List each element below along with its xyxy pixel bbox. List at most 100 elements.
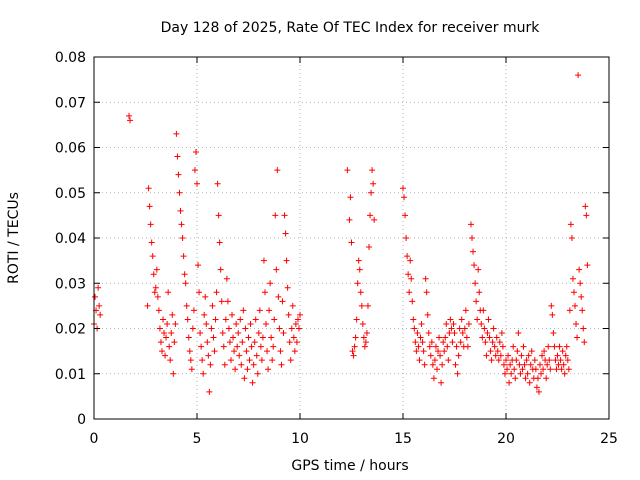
data-point [195, 262, 202, 269]
y-tick-label: 0.01 [55, 367, 86, 383]
x-tick-label: 15 [394, 431, 412, 447]
data-point [289, 302, 296, 309]
data-point [490, 325, 497, 332]
grid-lines [94, 57, 609, 419]
x-tick-label: 10 [291, 431, 309, 447]
data-point [577, 280, 584, 287]
data-point [569, 275, 576, 282]
data-point [257, 343, 264, 350]
data-point [516, 361, 523, 368]
data-point [479, 334, 486, 341]
data-point [247, 320, 254, 327]
data-point [446, 330, 453, 337]
data-point [183, 302, 190, 309]
data-point [503, 357, 509, 364]
data-point [413, 348, 420, 355]
y-tick-label: 0.03 [55, 276, 86, 292]
data-point [172, 320, 179, 327]
data-point [215, 212, 222, 219]
data-point [414, 330, 421, 337]
data-point [424, 311, 431, 318]
data-point [163, 334, 170, 341]
data-point [288, 325, 295, 332]
data-point [496, 339, 503, 346]
x-tick-label: 25 [600, 431, 618, 447]
data-point [256, 307, 263, 314]
data-point [350, 352, 357, 359]
data-point [518, 352, 525, 359]
data-point [95, 284, 102, 291]
data-point [174, 153, 181, 160]
data-point [152, 284, 159, 291]
data-point [248, 343, 255, 350]
data-point [465, 320, 472, 327]
y-axis-title: ROTI / TECUs [6, 192, 22, 284]
data-point [234, 343, 241, 350]
x-tick-label: 0 [90, 431, 99, 447]
data-point [245, 334, 252, 341]
data-point [526, 379, 533, 386]
data-point [493, 334, 500, 341]
data-point [165, 289, 172, 296]
data-point [97, 311, 104, 318]
data-point [155, 307, 162, 314]
data-point [552, 357, 559, 364]
data-point [191, 167, 198, 174]
data-point [511, 366, 518, 373]
y-tick-label: 0.08 [55, 50, 86, 66]
data-point [149, 253, 156, 260]
data-point [563, 343, 570, 350]
data-point [362, 339, 369, 346]
data-point [233, 320, 240, 327]
data-point [157, 339, 164, 346]
data-point [550, 330, 557, 337]
data-point [481, 325, 488, 332]
data-point [554, 352, 561, 359]
data-point [497, 352, 504, 359]
data-point [581, 339, 588, 346]
data-point [473, 298, 480, 305]
y-tick-label: 0.04 [55, 231, 86, 247]
data-point [538, 370, 545, 377]
data-point [472, 280, 479, 287]
data-point [411, 325, 418, 332]
data-point [573, 320, 580, 327]
data-point [510, 343, 517, 350]
data-point [506, 379, 513, 386]
data-point [553, 366, 560, 373]
data-point [400, 185, 406, 192]
data-point [269, 357, 276, 364]
data-point [495, 357, 502, 364]
data-point [144, 302, 151, 309]
data-point [467, 221, 474, 228]
data-point [568, 235, 575, 241]
data-point [211, 348, 218, 355]
data-point [222, 316, 229, 323]
data-point [419, 339, 426, 346]
data-point [226, 339, 233, 346]
data-point [431, 357, 438, 364]
data-point [237, 316, 244, 323]
data-point [253, 352, 260, 359]
data-point [275, 293, 282, 300]
data-point [420, 348, 427, 355]
data-points [91, 72, 591, 395]
y-tick-label: 0.02 [55, 322, 86, 338]
x-axis-title: GPS time / hours [291, 458, 408, 474]
data-point [352, 334, 359, 341]
data-point [207, 361, 214, 368]
data-point [258, 357, 265, 364]
data-point [409, 298, 416, 305]
data-point [202, 293, 209, 300]
data-point [170, 370, 177, 377]
data-point [464, 343, 471, 350]
y-tick-label: 0.05 [55, 186, 86, 202]
data-point [175, 171, 182, 178]
data-point [358, 302, 365, 309]
data-point [443, 320, 450, 327]
data-point [189, 325, 196, 332]
data-point [267, 280, 274, 287]
data-point [447, 316, 454, 323]
data-point [353, 316, 360, 323]
data-point [217, 266, 224, 273]
